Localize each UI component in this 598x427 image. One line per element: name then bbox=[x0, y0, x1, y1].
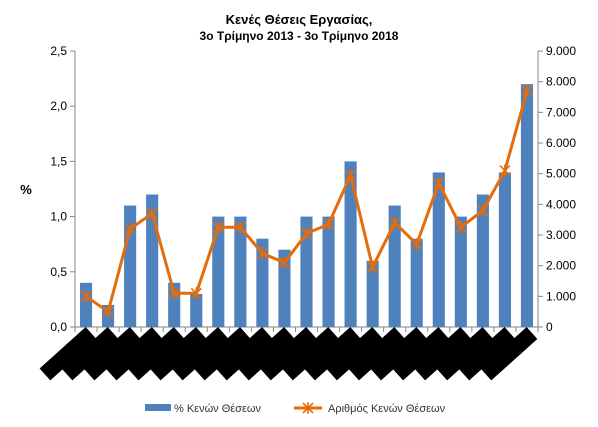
category-label bbox=[392, 327, 450, 381]
line-point bbox=[521, 84, 533, 97]
line-point bbox=[234, 221, 246, 234]
line-point bbox=[146, 207, 158, 220]
line-point bbox=[345, 169, 357, 182]
line-point bbox=[300, 227, 313, 240]
category-label bbox=[149, 327, 207, 381]
bar bbox=[256, 238, 269, 327]
y-tick-right-label: 9.000 bbox=[546, 44, 576, 58]
line-point bbox=[256, 247, 268, 260]
category-label bbox=[370, 327, 428, 381]
bar bbox=[79, 282, 93, 327]
bar bbox=[410, 238, 423, 327]
y-tick-right-label: 6.000 bbox=[546, 136, 576, 150]
y-axis-left-label: % bbox=[20, 182, 32, 197]
bar bbox=[212, 216, 225, 327]
y-tick-right-label: 5.000 bbox=[546, 167, 576, 181]
line-point bbox=[433, 176, 445, 189]
line-point bbox=[499, 164, 511, 177]
category-labels bbox=[39, 327, 538, 381]
bar bbox=[234, 216, 247, 327]
category-label bbox=[215, 327, 273, 381]
y-tick-left-label: 0,5 bbox=[50, 265, 67, 279]
legend: % Κενών Θέσεων Αριθμός Κενών Θέσεων bbox=[145, 402, 446, 415]
category-label bbox=[304, 327, 361, 381]
bar bbox=[190, 293, 203, 327]
line-series bbox=[80, 84, 533, 318]
legend-label-line: Αριθμός Κενών Θέσεων bbox=[328, 403, 446, 415]
bar bbox=[322, 216, 335, 327]
line-point bbox=[168, 287, 180, 300]
category-label bbox=[193, 327, 251, 381]
y-tick-left-label: 1,0 bbox=[50, 210, 67, 224]
category-label bbox=[83, 327, 141, 381]
y-tick-right-label: 3.000 bbox=[546, 228, 576, 242]
bar bbox=[344, 161, 357, 327]
bar bbox=[278, 249, 291, 327]
bar bbox=[366, 260, 379, 327]
bar bbox=[498, 172, 511, 327]
legend-swatch-bars bbox=[145, 404, 171, 411]
chart-title: Κενές Θέσεις Εργασίας, bbox=[226, 12, 373, 27]
category-label bbox=[127, 327, 185, 381]
y-tick-right-label: 0 bbox=[546, 320, 553, 334]
line-point bbox=[278, 256, 291, 269]
line-point bbox=[411, 238, 423, 251]
bar-series bbox=[79, 84, 534, 328]
y-tick-left-label: 2,5 bbox=[50, 44, 67, 58]
y-tick-right-label: 2.000 bbox=[546, 259, 576, 273]
category-label bbox=[105, 327, 163, 381]
category-label bbox=[260, 327, 317, 381]
y-tick-left-label: 0,0 bbox=[50, 320, 67, 334]
category-label bbox=[171, 327, 229, 381]
y-tick-right-label: 7.000 bbox=[546, 105, 576, 119]
line-point bbox=[322, 218, 335, 231]
legend-point-marker bbox=[302, 402, 314, 414]
category-label bbox=[436, 327, 494, 381]
category-label bbox=[39, 327, 97, 381]
bar bbox=[388, 205, 401, 327]
line-point bbox=[477, 204, 489, 217]
y-tick-right-label: 8.000 bbox=[546, 75, 576, 89]
line-point bbox=[102, 305, 114, 318]
category-label bbox=[414, 327, 472, 381]
line-point bbox=[190, 287, 202, 300]
line-point bbox=[455, 221, 467, 234]
line-point bbox=[367, 261, 379, 274]
category-label bbox=[348, 327, 406, 381]
bar bbox=[300, 216, 313, 327]
line-point bbox=[80, 290, 92, 303]
category-label bbox=[326, 327, 383, 381]
category-label bbox=[282, 327, 339, 381]
y-tick-right-label: 4.000 bbox=[546, 197, 576, 211]
y-tick-left-label: 2,0 bbox=[50, 99, 67, 113]
chart-subtitle: 3ο Τρίμηνο 2013 - 3ο Τρίμηνο 2018 bbox=[200, 29, 399, 43]
y-tick-left-label: 1,5 bbox=[50, 154, 67, 168]
line-point bbox=[212, 221, 224, 234]
category-label bbox=[458, 327, 516, 381]
legend-marker bbox=[302, 402, 314, 414]
line-point bbox=[124, 222, 136, 235]
y-tick-right-label: 1.000 bbox=[546, 289, 576, 303]
line-point bbox=[389, 216, 401, 229]
category-label bbox=[480, 327, 538, 381]
bar bbox=[520, 84, 534, 328]
category-label bbox=[238, 327, 295, 381]
axes: 0,0 0,5 1,0 1,5 2,0 2,5 0 1.000 2.000 3.000 4.000 5… bbox=[50, 44, 576, 334]
category-label bbox=[61, 327, 119, 381]
bar bbox=[454, 216, 467, 327]
legend-label-bars: % Κενών Θέσεων bbox=[174, 403, 261, 415]
bar bbox=[476, 194, 489, 327]
bar bbox=[432, 172, 445, 327]
